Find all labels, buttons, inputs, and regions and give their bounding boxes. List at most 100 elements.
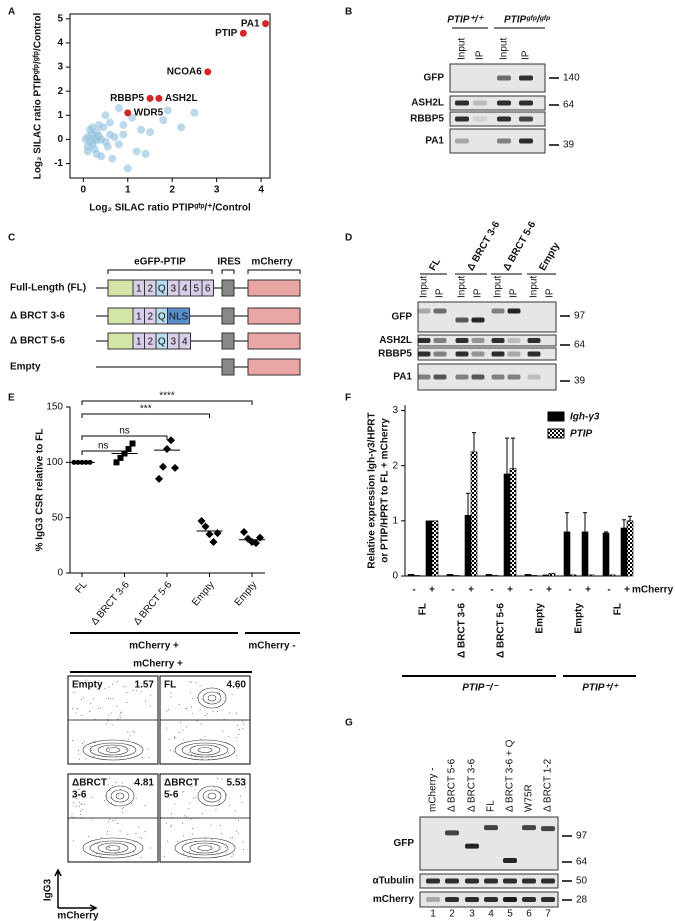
event-dot	[130, 803, 132, 805]
event-dot	[164, 792, 166, 794]
band	[417, 351, 431, 357]
bar	[548, 572, 556, 577]
lane-label: IP	[435, 288, 446, 298]
event-dot	[174, 737, 176, 739]
group-label: Δ BRCT 5-6	[496, 603, 507, 658]
event-dot	[109, 846, 111, 848]
band	[465, 897, 479, 902]
x-tick-label: -	[412, 585, 415, 596]
y-tick-label: 100	[46, 457, 63, 468]
event-dot	[138, 826, 140, 828]
significance-label: ****	[159, 391, 175, 402]
bar	[524, 574, 532, 577]
plot-label: FL	[164, 680, 176, 691]
point	[146, 128, 154, 137]
legend-swatch	[547, 428, 565, 439]
event-dot	[78, 801, 80, 803]
event-dot	[127, 731, 129, 733]
event-dot	[91, 819, 93, 821]
event-dot	[190, 681, 192, 683]
event-dot	[190, 818, 192, 820]
event-dot	[241, 801, 243, 803]
event-dot	[93, 756, 95, 758]
band	[519, 116, 533, 122]
contour	[197, 747, 213, 753]
event-dot	[81, 715, 83, 717]
event-dot	[170, 692, 172, 694]
event-dot	[191, 698, 193, 700]
point-label: WDR5	[134, 108, 164, 119]
blot-strip	[419, 816, 559, 871]
point	[146, 94, 154, 102]
point	[159, 462, 167, 471]
x-tick-label: -	[451, 585, 454, 596]
bar	[608, 574, 616, 577]
event-dot	[236, 755, 238, 757]
event-dot	[105, 723, 107, 725]
domain-label: 2	[147, 312, 153, 323]
event-dot	[117, 718, 119, 720]
event-dot	[189, 692, 191, 694]
bar	[503, 473, 511, 577]
row-label: PA1	[425, 136, 444, 147]
contour	[197, 687, 227, 709]
event-dot	[144, 805, 146, 807]
ires-box	[221, 332, 235, 350]
panel-letter: D	[345, 233, 352, 244]
domain-label: 4	[182, 284, 188, 295]
band	[433, 351, 447, 357]
group-label: Δ BRCT 5-6	[501, 219, 538, 272]
event-dot	[169, 749, 171, 751]
marker-label: 64	[574, 340, 586, 351]
band	[519, 138, 533, 144]
domain-box	[167, 307, 190, 325]
band	[522, 878, 536, 884]
plot-frame	[69, 13, 271, 179]
y-tick-label: 2	[392, 460, 398, 471]
contour	[105, 785, 135, 807]
event-dot	[189, 681, 191, 683]
event-dot	[85, 683, 87, 685]
domain-label: 1	[136, 337, 142, 348]
point	[113, 459, 120, 466]
event-dot	[111, 802, 113, 804]
domain-label: 3	[170, 284, 176, 295]
contour	[89, 742, 137, 758]
event-dot	[84, 741, 86, 743]
event-dot	[76, 707, 78, 709]
event-dot	[88, 835, 90, 837]
lane-label: IP	[545, 288, 556, 298]
event-dot	[199, 709, 201, 711]
ires-box	[221, 279, 235, 297]
event-dot	[183, 835, 185, 837]
point-label: RBBP5	[110, 93, 144, 104]
significance-label: ns	[119, 426, 130, 437]
event-dot	[207, 701, 209, 703]
point	[159, 116, 168, 125]
band	[455, 317, 469, 323]
genotype-label: PTIP⁺/⁺	[582, 683, 619, 694]
event-dot	[165, 822, 167, 824]
band	[522, 825, 536, 831]
event-dot	[165, 727, 167, 729]
point	[101, 111, 110, 120]
event-dot	[140, 691, 142, 693]
event-dot	[108, 698, 110, 700]
band	[445, 878, 459, 884]
group-label: FL	[427, 257, 443, 273]
event-dot	[109, 797, 111, 799]
event-dot	[228, 804, 230, 806]
event-dot	[121, 812, 123, 814]
point	[128, 113, 137, 122]
domain-label: Q	[158, 337, 166, 348]
point	[252, 539, 260, 548]
row-label: ASH2L	[411, 98, 444, 109]
event-dot	[107, 821, 109, 823]
y-tick-label: 3	[392, 405, 398, 416]
lane-label: W75R	[524, 784, 535, 812]
bar	[446, 574, 454, 577]
event-dot	[140, 857, 142, 859]
panel-letter: E	[8, 393, 15, 404]
event-dot	[196, 697, 198, 699]
domain-label: 2	[147, 284, 153, 295]
